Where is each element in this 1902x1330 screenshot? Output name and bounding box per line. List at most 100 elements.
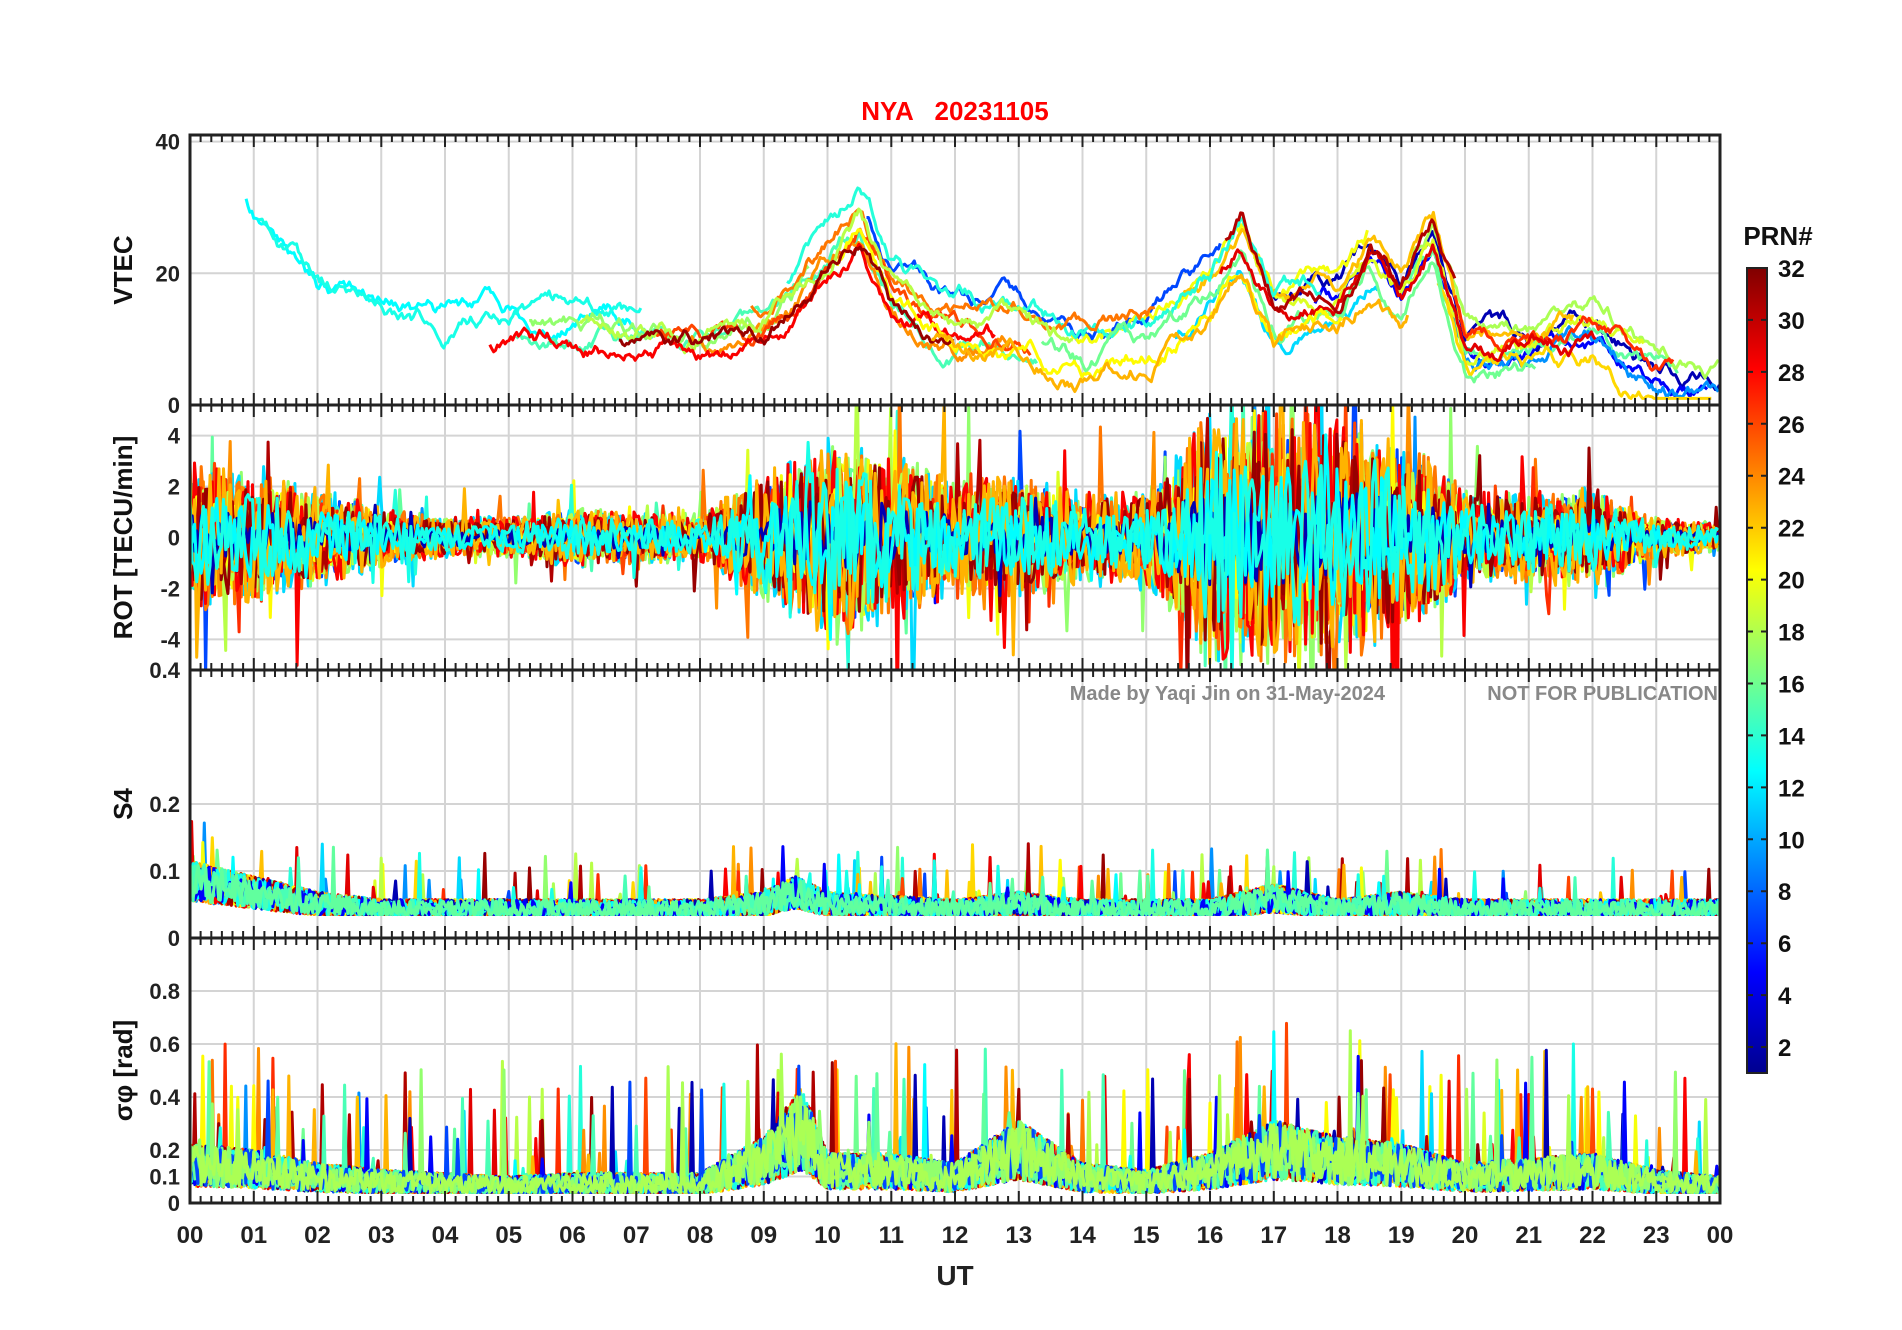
colorbar-tick-label-5: 12 [1778, 775, 1805, 802]
panel-s4: 0 0.1 0.2 0.4 S4 [108, 658, 1722, 951]
y-tick-label-rot-4: 4 [168, 424, 181, 449]
y-tick-label-s4-2: 0.2 [149, 792, 180, 817]
x-ticks-sigma_phi [189, 938, 1721, 1203]
y-tick-label-vtec-0: 0 [168, 393, 180, 418]
x-tick-label-19: 19 [1388, 1222, 1415, 1249]
series-sigma_phi-28 [190, 1029, 1720, 1194]
series-vtec-9 [1410, 222, 1720, 380]
series-vtec-26 [1224, 211, 1457, 315]
y-tick-label-s4-0: 0 [168, 926, 180, 951]
series-vtec-14 [1436, 282, 1712, 400]
x-ticks-s4 [189, 670, 1721, 938]
series-vtec-18 [750, 208, 1156, 332]
y-tick-label-sigma_phi-4: 0.6 [149, 1032, 180, 1057]
x-tick-label-18: 18 [1324, 1222, 1351, 1249]
x-tick-label-17: 17 [1260, 1222, 1287, 1249]
x-tick-label-24: 00 [1707, 1222, 1734, 1249]
series-vtec-15 [1179, 210, 1575, 347]
x-tick-label-22: 22 [1579, 1222, 1606, 1249]
x-tick-label-4: 04 [432, 1222, 459, 1249]
x-ticks-vtec [189, 135, 1721, 405]
x-tick-label-5: 05 [495, 1222, 522, 1249]
x-tick-label-20: 20 [1452, 1222, 1479, 1249]
series-group-s4 [190, 820, 1720, 916]
colorbar-tick-label-14: 30 [1778, 308, 1805, 335]
x-tick-label-3: 03 [368, 1222, 395, 1249]
x-tick-label-2: 02 [304, 1222, 331, 1249]
colorbar-tick-label-11: 24 [1778, 464, 1805, 491]
colorbar-tick-label-15: 32 [1778, 256, 1805, 283]
y-tick-label-sigma_phi-1: 0.1 [149, 1165, 180, 1190]
y-tick-label-sigma_phi-0: 0 [168, 1191, 180, 1216]
x-tick-label-15: 15 [1133, 1222, 1160, 1249]
x-tick-label-10: 10 [814, 1222, 841, 1249]
colorbar-tick-label-0: 2 [1778, 1035, 1791, 1062]
y-axis-label-vtec: VTEC [108, 235, 138, 305]
y-tick-label-sigma_phi-2: 0.2 [149, 1138, 180, 1163]
series-group-vtec [244, 186, 1720, 400]
x-tick-label-9: 09 [750, 1222, 777, 1249]
watermark-notice: NOT FOR PUBLICATION [1487, 683, 1718, 705]
colorbar-gradient [1746, 267, 1768, 1074]
x-tick-label-0: 00 [177, 1222, 204, 1249]
series-rot-28 [190, 440, 1720, 670]
y-tick-label-s4-1: 0.1 [149, 859, 180, 884]
series-vtec-5 [515, 231, 1038, 369]
x-tick-label-12: 12 [942, 1222, 969, 1249]
y-tick-label-rot-3: 2 [168, 475, 180, 500]
colorbar-tick-label-3: 8 [1778, 879, 1791, 906]
colorbar-tick-label-10: 22 [1778, 516, 1805, 543]
x-tick-label-16: 16 [1197, 1222, 1224, 1249]
x-tick-label-11: 11 [879, 1222, 904, 1249]
colorbar-tick-label-4: 10 [1778, 827, 1805, 854]
y-tick-label-vtec-1: 20 [156, 261, 180, 286]
panel-sigma_phi: 00.10.2 0.4 0.6 0.8 σφ [rad] [108, 936, 1722, 1216]
x-tick-label-6: 06 [559, 1222, 586, 1249]
series-group-rot [190, 405, 1720, 670]
series-vtec-2 [244, 198, 661, 341]
x-tick-label-7: 07 [623, 1222, 650, 1249]
colorbar-tick-label-6: 14 [1778, 723, 1805, 750]
colorbar-tick-label-7: 16 [1778, 672, 1805, 699]
series-s4-28 [190, 845, 1720, 916]
x-tick-label-23: 23 [1643, 1222, 1670, 1249]
y-tick-label-rot-1: -2 [160, 576, 180, 601]
series-vtec-4 [1313, 244, 1709, 399]
colorbar-tick-label-1: 4 [1778, 983, 1792, 1010]
x-tick-label-21: 21 [1515, 1222, 1542, 1249]
y-axis-label-sigma_phi: σφ [rad] [108, 1020, 138, 1121]
series-vtec-19 [1040, 249, 1537, 384]
colorbar-tick-label-12: 26 [1778, 412, 1805, 439]
series-vtec-16 [786, 186, 1321, 341]
y-tick-label-rot-0: -4 [160, 627, 180, 652]
panel-vtec: 0 20 40 VTEC [108, 130, 1722, 418]
series-vtec-21 [1453, 295, 1675, 372]
x-tick-label-14: 14 [1069, 1222, 1096, 1249]
x-axis-label: UT [936, 1260, 973, 1291]
y-tick-label-s4-3: 0.4 [149, 658, 180, 683]
x-ticks-rot [189, 405, 1721, 670]
series-vtec-23 [488, 242, 996, 362]
series-vtec-22 [578, 207, 1074, 355]
colorbar-label: PRN# [1743, 221, 1813, 251]
colorbar-tick-label-9: 20 [1778, 568, 1805, 595]
series-vtec-7 [866, 216, 1222, 342]
y-axis-label-rot: ROT [TECU/min] [108, 436, 138, 640]
panel-rot: -4 -2 0 2 4 ROT [TECU/min] [108, 403, 1722, 672]
x-tick-label-8: 08 [687, 1222, 714, 1249]
watermark-credit: Made by Yaqi Jin on 31-May-2024 [1070, 683, 1386, 705]
y-tick-label-rot-2: 0 [168, 526, 180, 551]
colorbar-tick-label-8: 18 [1778, 620, 1805, 647]
series-vtec-28 [930, 273, 1410, 393]
x-tick-label-13: 13 [1005, 1222, 1032, 1249]
y-tick-label-sigma_phi-3: 0.4 [149, 1085, 180, 1110]
x-tick-label-1: 01 [240, 1222, 267, 1249]
colorbar-tick-label-13: 28 [1778, 360, 1805, 387]
series-vtec-27 [618, 245, 955, 348]
x-tick-labels: 00 01 02 03 04 05 06 07 08 09 10 11 12 13 14 15 16 17 18 19… [177, 1222, 1734, 1249]
series-vtec-3 [257, 217, 643, 350]
